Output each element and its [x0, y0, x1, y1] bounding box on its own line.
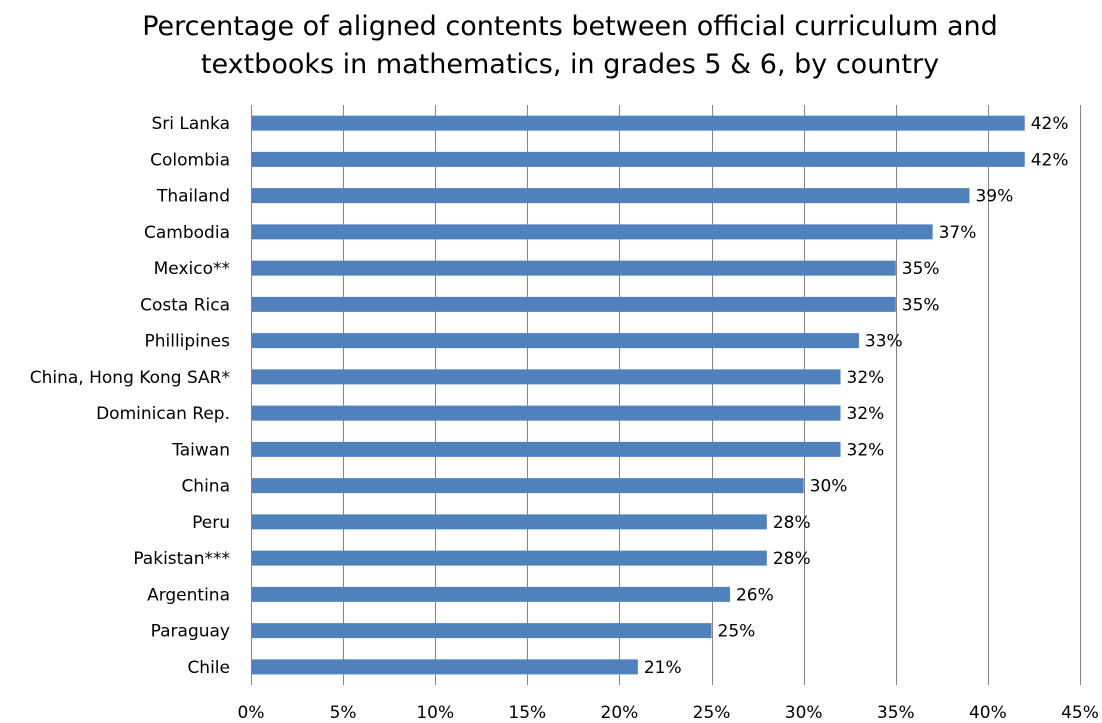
data-label: 32%	[847, 440, 885, 460]
data-label: 32%	[847, 368, 885, 388]
x-tick-label: 15%	[508, 703, 546, 723]
bar	[252, 586, 730, 602]
bar	[252, 151, 1025, 167]
bar	[252, 550, 767, 566]
category-label: Sri Lanka	[151, 114, 230, 134]
bar	[252, 224, 933, 240]
bar	[252, 188, 970, 204]
x-tick-label: 20%	[601, 703, 639, 723]
category-label: Thailand	[156, 187, 230, 207]
data-label: 30%	[810, 477, 848, 497]
chart-title-line-2: textbooks in mathematics, in grades 5 & …	[200, 49, 940, 80]
category-label: Peru	[192, 513, 230, 533]
data-label: 25%	[718, 622, 756, 642]
category-label: Cambodia	[144, 223, 230, 243]
category-label: Taiwan	[171, 440, 230, 460]
bar	[252, 260, 896, 276]
category-label: Paraguay	[151, 622, 230, 642]
bars	[252, 115, 1025, 675]
bar	[252, 659, 638, 675]
category-label: Dominican Rep.	[96, 404, 230, 424]
data-label: 42%	[1031, 114, 1069, 134]
data-label: 37%	[939, 223, 977, 243]
data-label: 35%	[902, 259, 940, 279]
chart-title: Percentage of aligned contents between o…	[0, 8, 1102, 84]
bar	[252, 478, 804, 494]
category-label: Argentina	[147, 585, 230, 605]
x-tick-label: 10%	[416, 703, 454, 723]
data-label: 39%	[975, 187, 1013, 207]
x-tick-labels: 0% 5% 10% 15% 20% 25% 30% 35% 40% 45%	[238, 703, 1099, 723]
data-label: 35%	[902, 295, 940, 315]
bar	[252, 115, 1025, 131]
data-label: 21%	[644, 658, 682, 678]
bar	[252, 441, 841, 457]
category-label: China	[181, 477, 230, 497]
category-label: Chile	[187, 658, 230, 678]
x-tick-label: 0%	[238, 703, 265, 723]
data-labels: 42% 42% 39% 37% 35% 35% 33% 32% 32% 32% 30% 28% 28% 2…	[644, 114, 1069, 678]
x-tick-label: 40%	[969, 703, 1007, 723]
x-tick-label: 5%	[330, 703, 357, 723]
data-label: 33%	[865, 332, 903, 352]
category-label: Phillipines	[144, 332, 230, 352]
x-tick-label: 35%	[877, 703, 915, 723]
data-label: 28%	[773, 549, 811, 569]
category-labels: Sri Lanka Colombia Thailand Cambodia Mexico*…	[30, 114, 230, 678]
data-label: 26%	[736, 585, 774, 605]
x-tick-label: 30%	[785, 703, 823, 723]
x-tick-label: 25%	[693, 703, 731, 723]
category-label: China, Hong Kong SAR*	[30, 368, 230, 388]
data-label: 32%	[847, 404, 885, 424]
chart-title-line-1: Percentage of aligned contents between o…	[142, 11, 998, 42]
x-tick-label: 45%	[1061, 703, 1099, 723]
data-label: 42%	[1031, 150, 1069, 170]
bar	[252, 514, 767, 530]
bar	[252, 405, 841, 421]
bar	[252, 369, 841, 385]
category-label: Mexico**	[154, 259, 230, 279]
bar	[252, 623, 712, 639]
category-label: Colombia	[150, 150, 230, 170]
category-label: Pakistan***	[133, 549, 230, 569]
data-label: 28%	[773, 513, 811, 533]
bar	[252, 296, 896, 312]
bar	[252, 333, 859, 349]
category-label: Costa Rica	[140, 295, 230, 315]
